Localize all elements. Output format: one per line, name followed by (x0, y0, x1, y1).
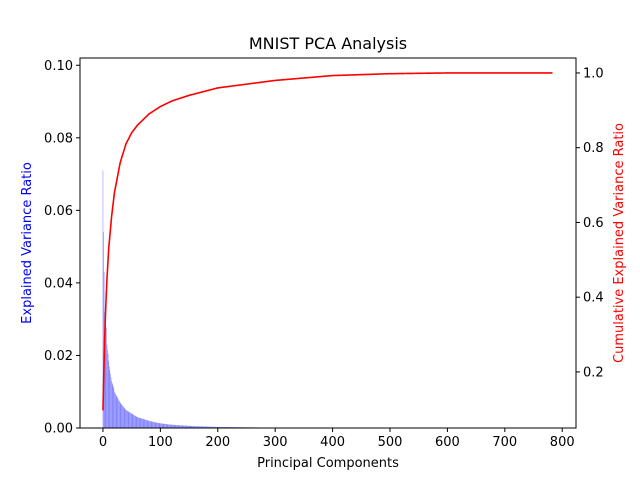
explained-variance-bars (102, 170, 540, 428)
right-y-axis-label: Cumulative Explained Variance Ratio (612, 123, 627, 363)
x-axis-ticks: 0 100 200 300 400 500 600 700 800 (99, 428, 575, 450)
right-y-tick-label: 0.4 (583, 291, 604, 306)
left-y-tick-label: 0.06 (44, 204, 73, 219)
x-tick-label: 200 (205, 435, 230, 450)
left-y-tick-label: 0.00 (44, 422, 73, 437)
x-tick-label: 700 (492, 435, 517, 450)
x-tick-label: 0 (99, 435, 107, 450)
left-y-tick-label: 0.02 (44, 349, 73, 364)
left-y-tick-label: 0.04 (44, 276, 73, 291)
right-y-tick-label: 1.0 (583, 66, 604, 81)
left-y-axis-label: Explained Variance Ratio (20, 162, 35, 324)
right-y-tick-label: 0.2 (583, 365, 604, 380)
left-y-tick-label: 0.10 (44, 59, 73, 74)
cumulative-variance-line (102, 72, 553, 411)
left-y-axis-ticks: 0.00 0.02 0.04 0.06 0.08 0.10 (44, 59, 80, 437)
left-y-tick-label: 0.08 (44, 131, 73, 146)
chart-title: MNIST PCA Analysis (249, 34, 407, 53)
x-tick-label: 600 (435, 435, 460, 450)
x-tick-label: 800 (550, 435, 575, 450)
plot-frame (79, 57, 577, 429)
right-y-tick-label: 0.8 (583, 141, 604, 156)
x-tick-label: 500 (378, 435, 403, 450)
right-y-tick-label: 0.6 (583, 216, 604, 231)
x-axis-label: Principal Components (257, 456, 399, 471)
right-y-axis-ticks: 0.2 0.4 0.6 0.8 1.0 (576, 66, 604, 380)
cumulative-variance-line-group (102, 72, 553, 411)
x-tick-label: 300 (263, 435, 288, 450)
x-tick-label: 400 (320, 435, 345, 450)
x-tick-label: 100 (148, 435, 173, 450)
